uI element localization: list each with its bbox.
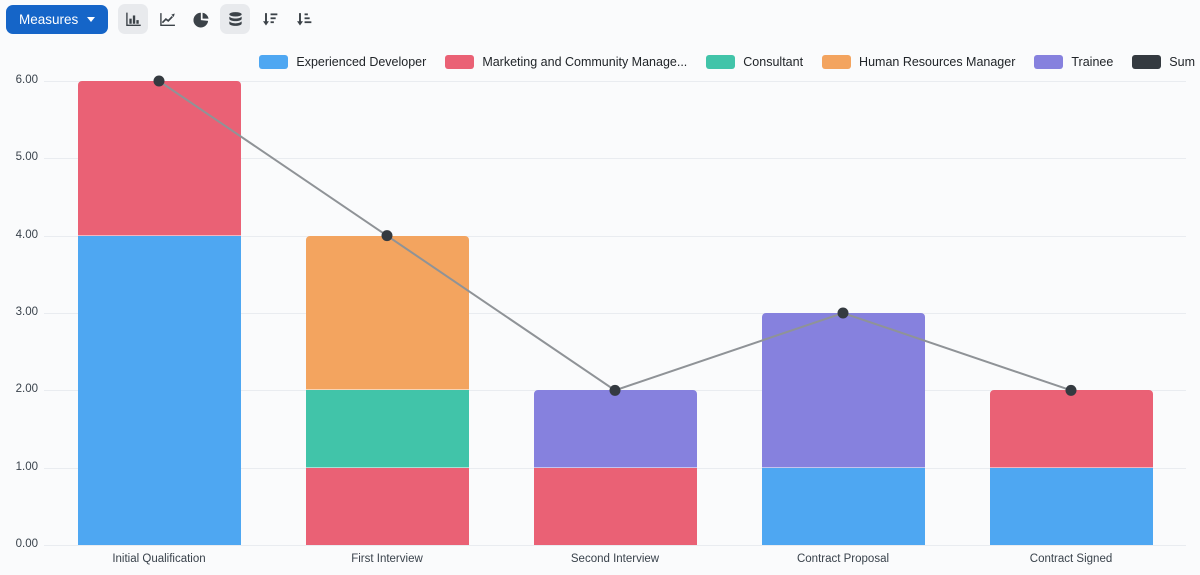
measures-button[interactable]: Measures xyxy=(6,4,109,34)
bar-segment[interactable] xyxy=(77,235,241,545)
bar-segment[interactable] xyxy=(305,467,469,545)
gridline xyxy=(44,545,1186,546)
bar-segment[interactable] xyxy=(77,81,241,236)
bar-segment[interactable] xyxy=(989,390,1153,468)
legend-swatch xyxy=(706,55,736,69)
x-axis-category-label: First Interview xyxy=(351,553,423,565)
bar-chart-icon xyxy=(126,12,141,26)
sort-ascending-button[interactable] xyxy=(288,4,318,34)
x-axis-category-label: Contract Proposal xyxy=(796,553,890,565)
legend-item[interactable]: Human Resources Manager xyxy=(822,55,1015,69)
line-chart-button[interactable] xyxy=(152,4,182,34)
y-axis-tick-label: 3.00 xyxy=(15,306,38,318)
bar-segment[interactable] xyxy=(989,467,1153,545)
y-axis-tick-label: 4.00 xyxy=(15,228,38,241)
database-icon xyxy=(229,11,242,26)
legend-item[interactable]: Experienced Developer xyxy=(259,55,426,69)
legend-item[interactable]: Marketing and Community Manage... xyxy=(445,55,687,69)
sort-descending-button[interactable] xyxy=(254,4,284,34)
legend-label: Trainee xyxy=(1071,55,1114,69)
legend-swatch xyxy=(822,55,852,69)
y-axis-tick-label: 0.00 xyxy=(15,538,38,550)
legend-label: Consultant xyxy=(743,55,804,69)
sort-ascending-icon xyxy=(296,12,312,25)
view-switcher-group xyxy=(118,4,318,34)
legend-item[interactable]: Consultant xyxy=(706,55,803,69)
legend-item[interactable]: Sum xyxy=(1132,55,1195,69)
legend-label: Human Resources Manager xyxy=(859,55,1016,69)
x-axis-category-label: Initial Qualification xyxy=(112,553,206,565)
graph-toolbar: Measures xyxy=(0,0,1200,38)
bar-chart-button[interactable] xyxy=(118,4,149,34)
bar-segment[interactable] xyxy=(533,467,697,545)
pie-chart-icon xyxy=(193,12,209,27)
bar-segment[interactable] xyxy=(761,467,925,545)
x-axis-category-label: Second Interview xyxy=(570,553,660,565)
legend-item[interactable]: Trainee xyxy=(1034,55,1113,69)
stacked-button[interactable] xyxy=(220,4,251,34)
x-axis-category-label: Contract Signed xyxy=(1029,553,1113,565)
bar-segment[interactable] xyxy=(533,390,697,468)
bar-segment[interactable] xyxy=(761,313,925,468)
legend-swatch xyxy=(1132,55,1162,69)
line-chart-icon xyxy=(160,12,175,26)
pie-chart-button[interactable] xyxy=(186,4,216,34)
legend-swatch xyxy=(1034,55,1064,69)
y-axis-tick-label: 5.00 xyxy=(15,151,38,164)
bar-segment[interactable] xyxy=(305,235,469,391)
y-axis-tick-label: 1.00 xyxy=(15,460,38,473)
y-axis-tick-label: 6.00 xyxy=(15,74,38,86)
bar-segment[interactable] xyxy=(305,390,469,468)
legend-label: Marketing and Community Manage... xyxy=(482,55,688,69)
legend-label: Experienced Developer xyxy=(296,55,427,69)
sort-descending-icon xyxy=(262,12,278,25)
legend-label: Sum xyxy=(1169,55,1195,69)
caret-down-icon xyxy=(87,16,96,22)
y-axis-tick-label: 2.00 xyxy=(15,383,38,396)
legend-swatch xyxy=(445,55,475,69)
legend-swatch xyxy=(259,55,289,69)
chart-legend: Experienced Developer Marketing and Commu… xyxy=(259,55,1195,69)
measures-button-label: Measures xyxy=(19,11,79,27)
